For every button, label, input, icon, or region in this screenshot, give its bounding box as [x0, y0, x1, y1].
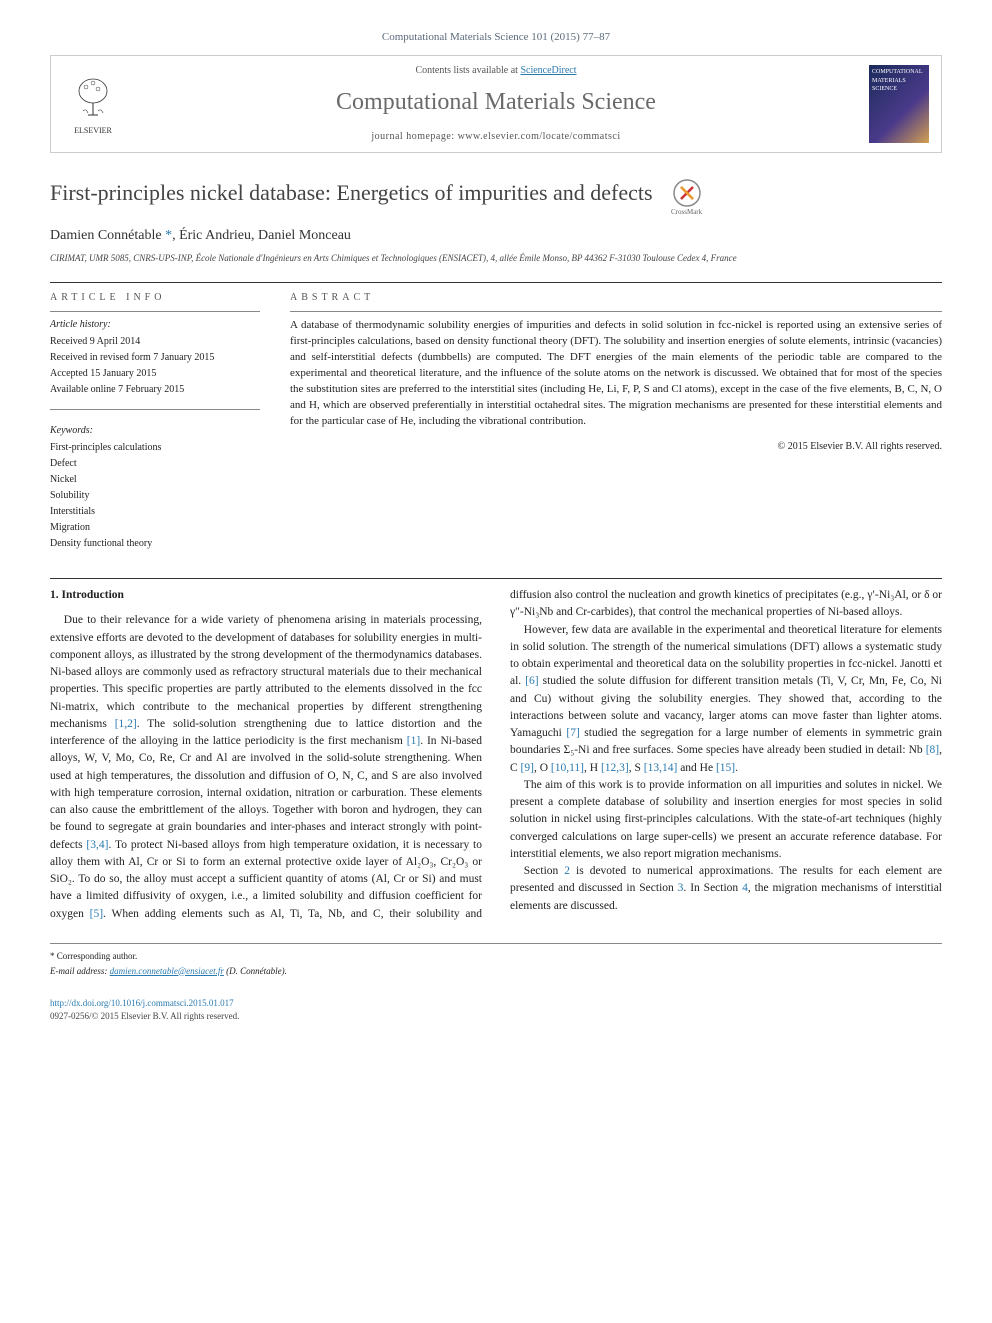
header-center: Contents lists available at ScienceDirec…	[135, 64, 857, 144]
divider	[50, 578, 942, 579]
doi-link[interactable]: http://dx.doi.org/10.1016/j.commatsci.20…	[50, 997, 942, 1010]
keyword: First-principles calculations	[50, 441, 260, 455]
ref-link[interactable]: [8]	[926, 744, 939, 756]
abstract-text: A database of thermodynamic solubility e…	[290, 318, 942, 430]
email-name: (D. Connétable).	[226, 966, 287, 976]
article-title: First-principles nickel database: Energe…	[50, 178, 653, 209]
author-2: Éric Andrieu	[179, 228, 251, 243]
info-rule	[50, 409, 260, 410]
ref-link[interactable]: [1]	[407, 735, 420, 747]
history-item: Available online 7 February 2015	[50, 383, 260, 397]
ref-link[interactable]: [10,11]	[551, 762, 584, 774]
history-item: Received 9 April 2014	[50, 335, 260, 349]
email-link[interactable]: damien.connetable@ensiacet.fr	[110, 966, 224, 976]
section-link[interactable]: 3	[678, 882, 684, 894]
elsevier-tree-icon	[68, 73, 118, 123]
corresponding-marker[interactable]: *	[165, 228, 172, 243]
corresponding-label: * Corresponding author.	[50, 950, 942, 963]
contents-line: Contents lists available at ScienceDirec…	[135, 64, 857, 78]
ref-link[interactable]: [6]	[525, 675, 538, 687]
abstract-rule	[290, 311, 942, 312]
ref-link[interactable]: [13,14]	[644, 762, 678, 774]
history-label: Article history:	[50, 318, 260, 332]
ref-link[interactable]: [7]	[566, 727, 579, 739]
elsevier-logo[interactable]: ELSEVIER	[63, 69, 123, 139]
journal-cover-thumbnail[interactable]: COMPUTATIONAL MATERIALS SCIENCE	[869, 65, 929, 143]
ref-link[interactable]: [3,4]	[86, 839, 108, 851]
ref-link[interactable]: [5]	[90, 908, 103, 920]
email-line: E-mail address: damien.connetable@ensiac…	[50, 965, 942, 978]
history-item: Accepted 15 January 2015	[50, 367, 260, 381]
sciencedirect-link[interactable]: ScienceDirect	[520, 65, 576, 76]
journal-title: Computational Materials Science	[135, 86, 857, 120]
email-label: E-mail address:	[50, 966, 107, 976]
keyword: Nickel	[50, 473, 260, 487]
ref-link[interactable]: [12,3]	[601, 762, 629, 774]
keyword: Interstitials	[50, 505, 260, 519]
divider	[50, 282, 942, 283]
homepage-url[interactable]: www.elsevier.com/locate/commatsci	[458, 131, 621, 142]
info-rule	[50, 311, 260, 312]
body-columns: 1. Introduction Due to their relevance f…	[50, 587, 942, 923]
abstract-heading: ABSTRACT	[290, 291, 942, 305]
body-paragraph: Section 2 is devoted to numerical approx…	[510, 863, 942, 915]
homepage-line: journal homepage: www.elsevier.com/locat…	[135, 130, 857, 144]
author-list: Damien Connétable *, Éric Andrieu, Danie…	[50, 226, 942, 246]
title-row: First-principles nickel database: Energe…	[50, 178, 942, 226]
keyword: Density functional theory	[50, 537, 260, 551]
info-heading: ARTICLE INFO	[50, 291, 260, 305]
keyword: Solubility	[50, 489, 260, 503]
section-1-heading: 1. Introduction	[50, 587, 482, 604]
history-item: Received in revised form 7 January 2015	[50, 351, 260, 365]
abstract-copyright: © 2015 Elsevier B.V. All rights reserved…	[290, 440, 942, 454]
author-1: Damien Connétable	[50, 228, 162, 243]
journal-header: ELSEVIER Contents lists available at Sci…	[50, 55, 942, 153]
body-paragraph: However, few data are available in the e…	[510, 622, 942, 777]
affiliation: CIRIMAT, UMR 5085, CNRS-UPS-INP, École N…	[50, 252, 942, 265]
abstract: ABSTRACT A database of thermodynamic sol…	[290, 291, 942, 553]
section-link[interactable]: 4	[742, 882, 748, 894]
crossmark-badge[interactable]: CrossMark	[663, 178, 711, 226]
crossmark-label: CrossMark	[671, 208, 702, 218]
author-3: Daniel Monceau	[258, 228, 351, 243]
journal-reference: Computational Materials Science 101 (201…	[50, 30, 942, 45]
ref-link[interactable]: [15]	[716, 762, 735, 774]
ref-link[interactable]: [9]	[521, 762, 534, 774]
keyword: Defect	[50, 457, 260, 471]
homepage-prefix: journal homepage:	[371, 131, 457, 142]
keyword: Migration	[50, 521, 260, 535]
contents-prefix: Contents lists available at	[415, 65, 520, 76]
article-info: ARTICLE INFO Article history: Received 9…	[50, 291, 260, 553]
ref-link[interactable]: [1,2]	[115, 718, 137, 730]
body-paragraph: The aim of this work is to provide infor…	[510, 777, 942, 863]
info-abstract-block: ARTICLE INFO Article history: Received 9…	[50, 291, 942, 553]
publisher-name: ELSEVIER	[74, 125, 112, 136]
issn-copyright: 0927-0256/© 2015 Elsevier B.V. All right…	[50, 1010, 942, 1023]
section-link[interactable]: 2	[564, 865, 570, 877]
crossmark-icon	[672, 178, 702, 208]
corresponding-footer: * Corresponding author. E-mail address: …	[50, 943, 942, 977]
keywords-label: Keywords:	[50, 424, 260, 438]
